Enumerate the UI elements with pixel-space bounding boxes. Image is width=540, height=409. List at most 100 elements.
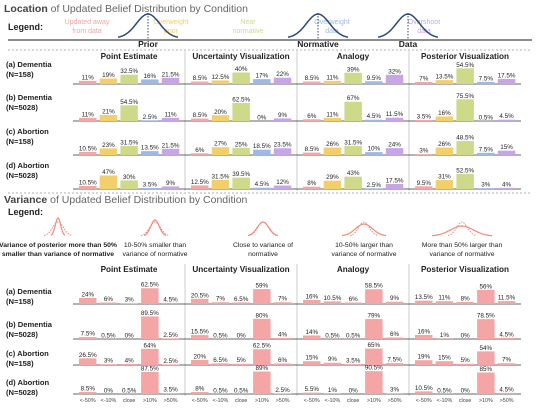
loc-data-label: 17.5% [386, 177, 404, 184]
loc-data-label: 21.5% [162, 71, 180, 78]
var-data-label: 89% [256, 365, 269, 372]
loc-data-label: 4% [502, 181, 512, 188]
loc-data-label: 52.5% [456, 167, 474, 174]
var-bar [253, 349, 271, 365]
variance-legend-text: variance of normative [332, 251, 397, 258]
loc-data-label: 9.5% [417, 180, 432, 187]
loc-data-label: 11% [164, 111, 177, 118]
var-xtick-label: <-50% [192, 398, 208, 404]
var-data-label: 62.5% [141, 282, 159, 289]
var-data-label: 0.5% [234, 387, 249, 394]
var-row-label: (a) Dementia [6, 287, 52, 296]
var-row-label: (c) Abortion [6, 349, 49, 358]
variance-legend-text: variance of normative [123, 251, 188, 258]
var-data-label: 6% [104, 296, 114, 303]
var-data-label: 15% [438, 355, 451, 362]
loc-data-label: 13.5% [436, 74, 454, 81]
var-xtick-label: <-10% [325, 398, 341, 404]
loc-data-label: 4.5% [499, 113, 514, 120]
var-xtick-label: >50% [500, 398, 514, 404]
var-xtick-label: >10% [255, 398, 269, 404]
var-bar [365, 371, 383, 394]
loc-data-label: 17.5% [498, 72, 516, 79]
loc-bar [344, 102, 362, 121]
var-data-label: 3.5% [346, 358, 361, 365]
var-data-label: 16% [417, 328, 430, 335]
loc-data-label: 3.5% [417, 113, 432, 120]
var-xtick-label: <-50% [80, 398, 96, 404]
variance-legend-item: Variance of posterior more than 50%small… [0, 218, 117, 258]
loc-bar [436, 80, 454, 84]
loc-data-label: 8.5% [193, 75, 208, 82]
var-data-label: 58.5% [365, 283, 383, 290]
var-data-label: 0% [349, 388, 359, 395]
var-data-label: 0.5% [346, 332, 361, 339]
loc-bar [456, 174, 474, 189]
var-data-label: 0.5% [437, 387, 452, 394]
loc-data-label: 6% [307, 113, 317, 120]
var-data-label: 2.5% [163, 358, 178, 365]
var-data-label: 62.5% [253, 343, 271, 350]
var-data-label: 0.5% [122, 387, 137, 394]
var-data-label: 7% [502, 357, 512, 364]
loc-data-label: 67% [347, 95, 360, 102]
loc-data-label: 24% [388, 142, 401, 149]
variance-legend-text: normative [248, 251, 278, 258]
loc-data-label: 3.5% [143, 181, 158, 188]
location-legend-label: Legend: [8, 22, 43, 32]
loc-row-label: (N=5028) [6, 103, 38, 112]
loc-data-label: 2.5% [367, 182, 382, 189]
var-bar [477, 319, 495, 339]
var-data-label: 87.5% [141, 365, 159, 372]
loc-data-label: 0.5% [479, 114, 494, 121]
loc-data-label: 3% [481, 182, 491, 189]
var-bar [415, 301, 433, 304]
var-bar [477, 290, 495, 304]
loc-data-label: 31.5% [344, 139, 362, 146]
loc-data-label: 12% [276, 179, 289, 186]
loc-data-label: 7% [419, 75, 429, 82]
var-data-label: 64% [144, 342, 157, 349]
posterior-curve [432, 226, 492, 236]
loc-bar [120, 146, 137, 155]
loc-data-label: 8.5% [305, 75, 320, 82]
var-data-label: 7.5% [387, 357, 402, 364]
var-data-label: 0.5% [101, 332, 116, 339]
legend-text: Updated away [65, 19, 110, 26]
variance-legend-text: 10-50% larger than [335, 242, 393, 249]
var-data-label: 3% [104, 358, 114, 365]
var-data-label: 6% [349, 296, 359, 303]
loc-data-label: 31.5% [212, 173, 230, 180]
var-xtick-label: >50% [388, 398, 402, 404]
loc-bar [436, 116, 454, 121]
var-data-label: 10.5% [415, 385, 433, 392]
var-xtick-label: <-10% [213, 398, 229, 404]
variance-legend-text: Close to variance of [233, 242, 293, 249]
var-xtick-label: <-50% [416, 398, 432, 404]
var-data-label: 0% [237, 333, 247, 340]
var-data-label: 8% [461, 295, 471, 302]
loc-data-label: 39.5% [232, 171, 250, 178]
var-data-label: 6.5% [213, 357, 228, 364]
var-data-label: 3% [390, 387, 400, 394]
var-bar [253, 289, 271, 304]
var-data-label: 4% [125, 357, 135, 364]
loc-data-label: 43% [347, 170, 360, 177]
var-data-label: 4.5% [499, 331, 514, 338]
loc-data-label: 3% [419, 148, 429, 155]
var-data-label: 6.5% [234, 296, 249, 303]
var-data-label: 0.5% [213, 332, 228, 339]
variance-legend-label: Legend: [8, 207, 43, 217]
var-data-label: 9% [390, 295, 400, 302]
loc-data-label: 11% [326, 111, 339, 118]
var-data-label: 65% [368, 342, 381, 349]
loc-bar [100, 79, 118, 84]
loc-data-label: 10.5% [79, 179, 97, 186]
posterior-curve [342, 224, 386, 236]
var-xtick-label: >50% [276, 398, 290, 404]
loc-data-label: 9% [278, 112, 288, 119]
var-data-label: 4.5% [163, 296, 178, 303]
loc-data-label: 31% [438, 174, 451, 181]
variance-legend-item: Close to variance of normative [233, 222, 293, 258]
loc-data-label: 26% [326, 141, 339, 148]
